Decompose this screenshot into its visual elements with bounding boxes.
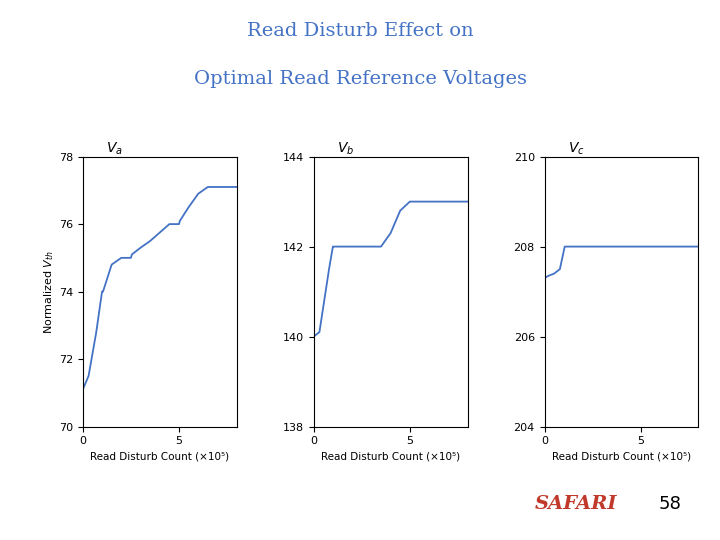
X-axis label: Read Disturb Count (×10⁵): Read Disturb Count (×10⁵) [321,452,460,462]
Text: Read Disturb Effect on: Read Disturb Effect on [247,22,473,39]
Text: $V_a$: $V_a$ [106,140,122,157]
X-axis label: Read Disturb Count (×10⁵): Read Disturb Count (×10⁵) [90,452,229,462]
Text: Optimal Read Reference Voltages: Optimal Read Reference Voltages [194,70,526,88]
X-axis label: Read Disturb Count (×10⁵): Read Disturb Count (×10⁵) [552,452,691,462]
Text: $V_b$: $V_b$ [337,140,354,157]
Text: $V_c$: $V_c$ [567,140,585,157]
Text: SAFARI: SAFARI [535,495,617,513]
Text: 58: 58 [658,495,681,513]
Y-axis label: Normalized $V_{th}$: Normalized $V_{th}$ [42,249,56,334]
